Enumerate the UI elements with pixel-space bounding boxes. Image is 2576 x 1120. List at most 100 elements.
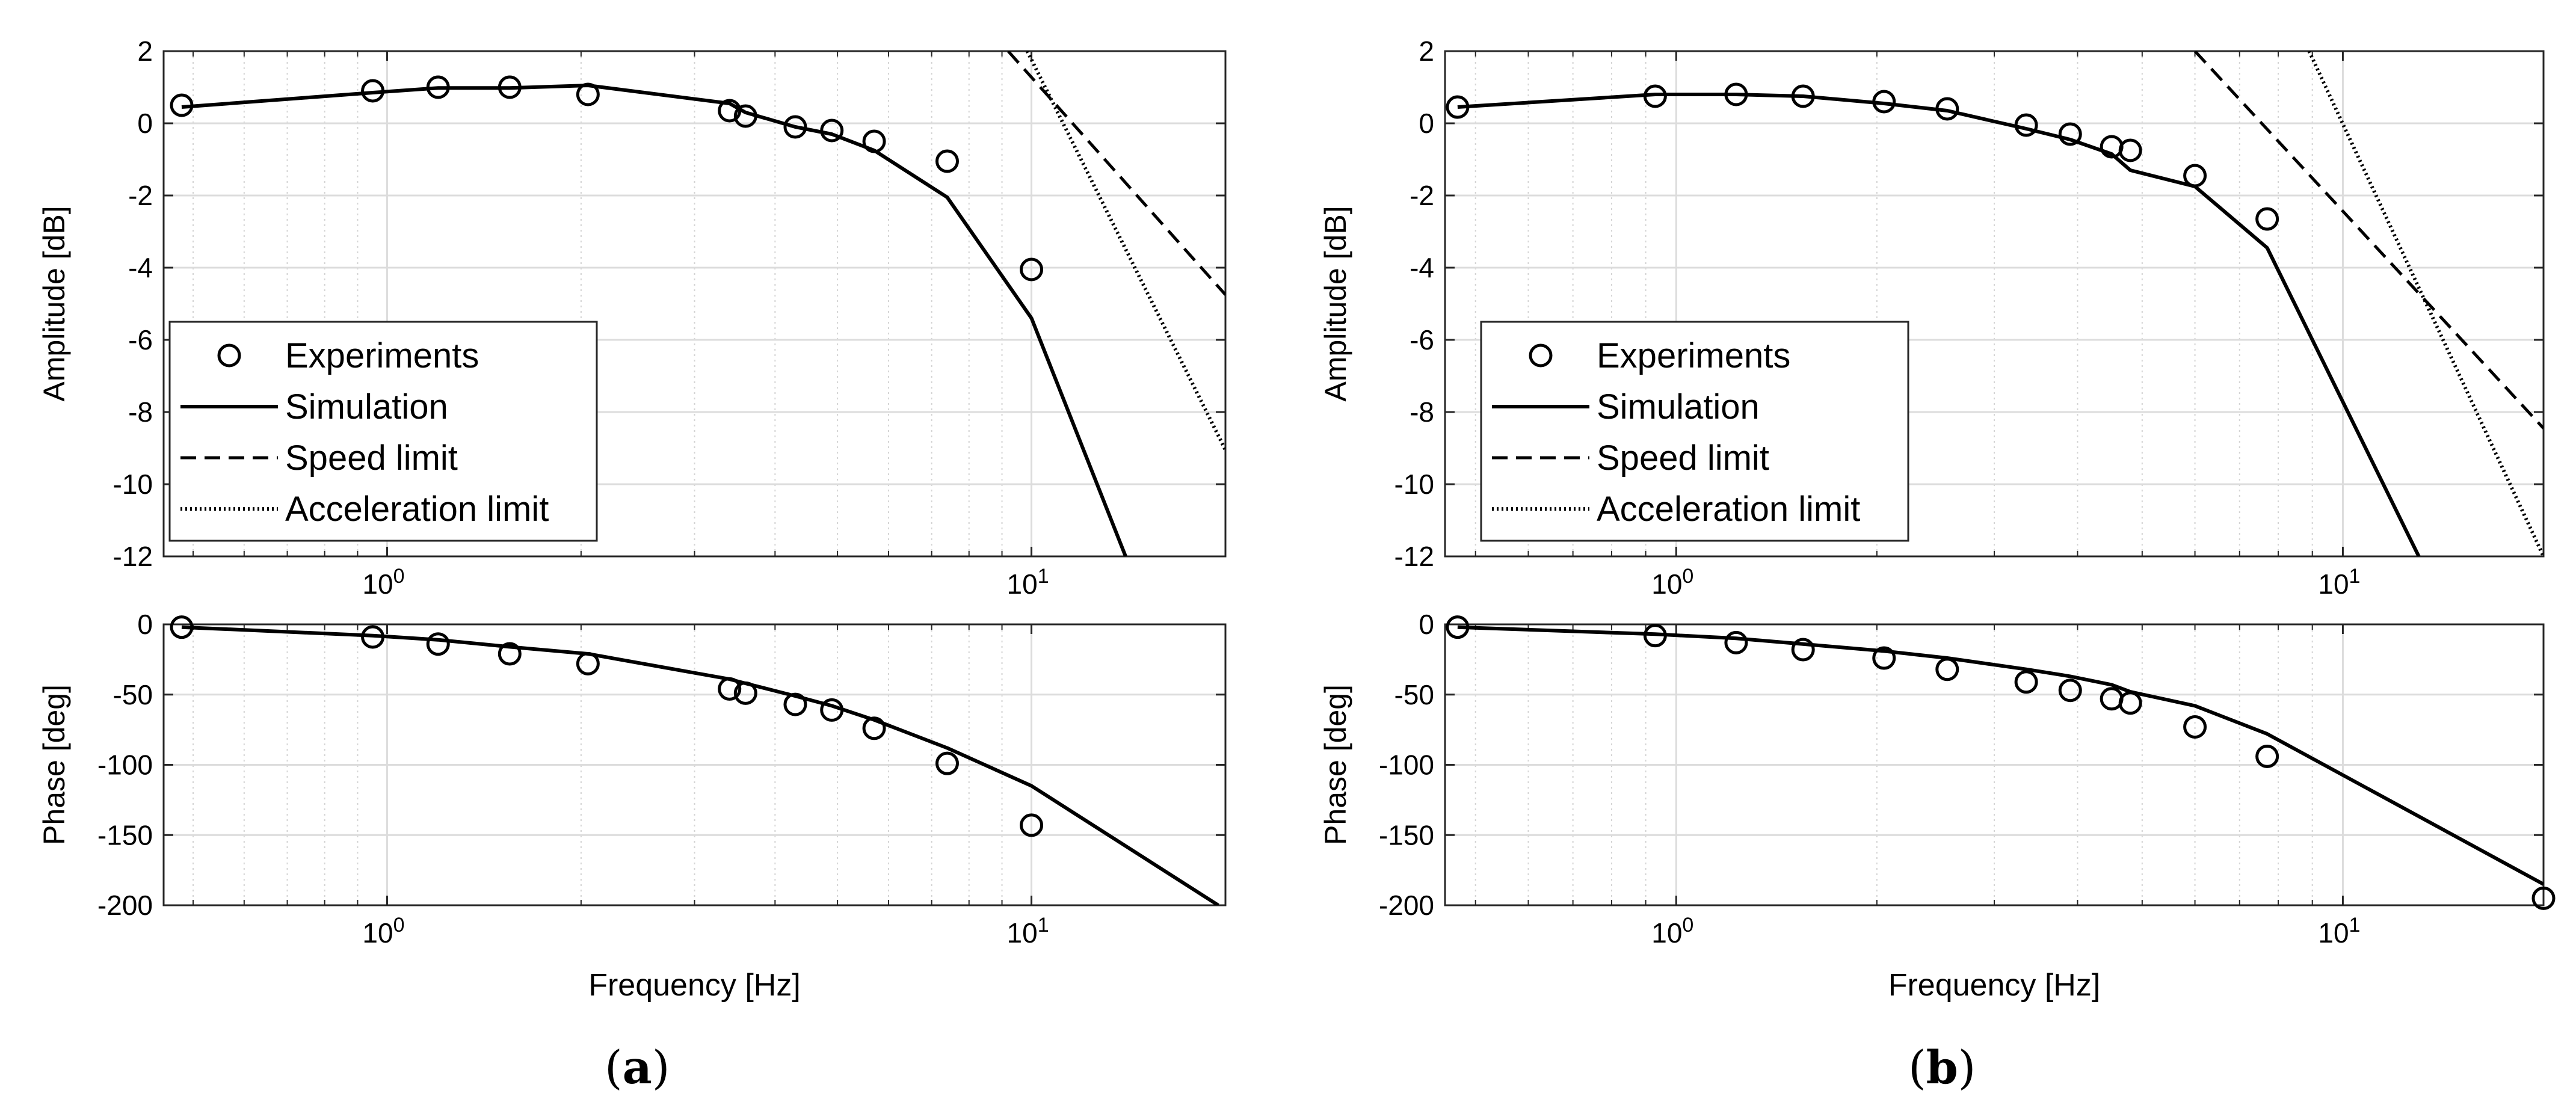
experiment-marker <box>1724 630 1748 654</box>
experiment-marker <box>718 677 742 701</box>
x-tick-label: 101 <box>2318 914 2360 949</box>
x-tick-label: 101 <box>1007 914 1049 949</box>
legend: Experiments Simulation Speed limit Accelera… <box>168 321 598 542</box>
experiment-marker <box>783 115 807 139</box>
experiment-marker <box>935 751 959 775</box>
caption-a-open: ( <box>605 1041 623 1094</box>
y-tick-label: -12 <box>113 541 153 572</box>
experiment-marker <box>733 681 757 705</box>
y-tick-label: -50 <box>1394 679 1434 710</box>
y-tick-label: 2 <box>137 35 153 67</box>
experiment-marker <box>2183 715 2207 739</box>
y-tick-label: -100 <box>1379 749 1434 781</box>
x-axis-label: Frequency [Hz] <box>588 968 801 1003</box>
x-tick-label: 101 <box>2318 565 2360 600</box>
y-tick-label: 0 <box>1419 609 1434 640</box>
legend-label: Speed limit <box>285 438 458 478</box>
experiment-marker <box>1020 257 1044 282</box>
caption-b-open: ( <box>1908 1041 1926 1094</box>
experiment-marker <box>1643 84 1667 108</box>
y-tick-label: -2 <box>128 180 153 211</box>
experiment-marker <box>1935 657 1959 682</box>
y-tick-label: -150 <box>97 819 153 851</box>
experiment-marker <box>1791 638 1815 662</box>
experiment-marker <box>1020 813 1044 837</box>
x-tick-label: 100 <box>362 565 404 600</box>
experiment-marker <box>2183 164 2207 188</box>
series-group <box>1457 625 2544 886</box>
series-simulation <box>1457 625 2544 886</box>
ticks: 2 0 -2 -4 -6 -8 -10 -12 100 101 <box>1394 35 2544 600</box>
series-acceleration-limit <box>1025 51 1225 451</box>
legend-label: Simulation <box>1597 387 1760 426</box>
experiment-marker <box>426 632 450 656</box>
experiment-marker <box>1724 82 1748 106</box>
series-simulation <box>181 84 1127 556</box>
caption-b-letter: b <box>1926 1041 1958 1094</box>
ticks: 0 -50 -100 -150 -200 100 101 <box>1379 609 2544 949</box>
y-tick-label: -10 <box>113 469 153 500</box>
x-tick-label: 100 <box>1651 914 1693 949</box>
series-speed-limit <box>1006 51 1225 296</box>
experiment-marker <box>2014 670 2038 694</box>
experiment-marker <box>170 615 194 639</box>
y-tick-label: -200 <box>97 890 153 921</box>
y-tick-label: -200 <box>1379 890 1434 921</box>
y-tick-label: 0 <box>137 108 153 139</box>
experiment-marker <box>1643 624 1667 648</box>
caption-a: (a) <box>605 1041 670 1094</box>
experiment-marker <box>2118 138 2142 162</box>
legend-label: Experiments <box>285 336 479 375</box>
y-axis-label: Amplitude [dB] <box>37 206 71 401</box>
legend-label: Acceleration limit <box>285 490 549 529</box>
experiment-marker <box>170 93 194 117</box>
y-tick-label: -4 <box>128 252 153 283</box>
experiment-marker <box>862 716 886 740</box>
experiment-marker <box>1935 97 1959 121</box>
series-group <box>181 51 1225 556</box>
caption-b-close: ) <box>1958 1041 1976 1094</box>
experiment-marker <box>2058 122 2082 146</box>
ticks: 0 -50 -100 -150 -200 100 101 <box>97 609 1225 949</box>
experiment-marker <box>576 82 600 106</box>
experiment-marker <box>361 625 385 649</box>
y-tick-label: -6 <box>1410 324 1434 355</box>
y-axis-label: Phase [deg] <box>37 685 71 845</box>
experiment-marker <box>426 75 450 99</box>
legend: Experiments Simulation Speed limit Accelera… <box>1480 321 1909 542</box>
caption-a-close: ) <box>652 1041 670 1094</box>
x-axis-label: Frequency [Hz] <box>1888 968 2101 1003</box>
experiment-marker <box>1446 615 1470 639</box>
legend-marker-experiments <box>217 343 241 368</box>
experiment-marker <box>862 129 886 153</box>
y-tick-label: -50 <box>113 679 153 710</box>
y-tick-label: 0 <box>1419 108 1434 139</box>
legend-label: Experiments <box>1597 336 1790 375</box>
experiment-marker <box>820 118 844 143</box>
y-tick-label: -4 <box>1410 252 1434 283</box>
x-tick-label: 100 <box>1651 565 1693 600</box>
series-acceleration-limit <box>2307 51 2544 556</box>
legend-marker-experiments <box>1529 343 1553 368</box>
grid <box>1445 624 2544 905</box>
grid <box>164 624 1225 905</box>
experiment-marker <box>820 698 844 722</box>
experiment-marker <box>2014 113 2038 137</box>
legend-label: Acceleration limit <box>1597 490 1860 529</box>
y-tick-label: -100 <box>97 749 153 781</box>
y-tick-label: -12 <box>1394 541 1434 572</box>
series-speed-limit <box>2193 51 2544 429</box>
y-tick-label: -6 <box>128 324 153 355</box>
experiment-marker <box>733 104 757 128</box>
y-tick-label: 0 <box>137 609 153 640</box>
y-axis-label: Amplitude [dB] <box>1319 206 1352 401</box>
experiment-marker <box>2531 886 2556 910</box>
y-tick-label: 2 <box>1419 35 1434 67</box>
y-tick-label: -150 <box>1379 819 1434 851</box>
experiment-marker <box>361 79 385 103</box>
experiment-marker <box>2255 207 2279 231</box>
experiment-marker <box>2255 744 2279 768</box>
experiment-marker <box>1791 84 1815 108</box>
caption-a-letter: a <box>622 1041 652 1094</box>
